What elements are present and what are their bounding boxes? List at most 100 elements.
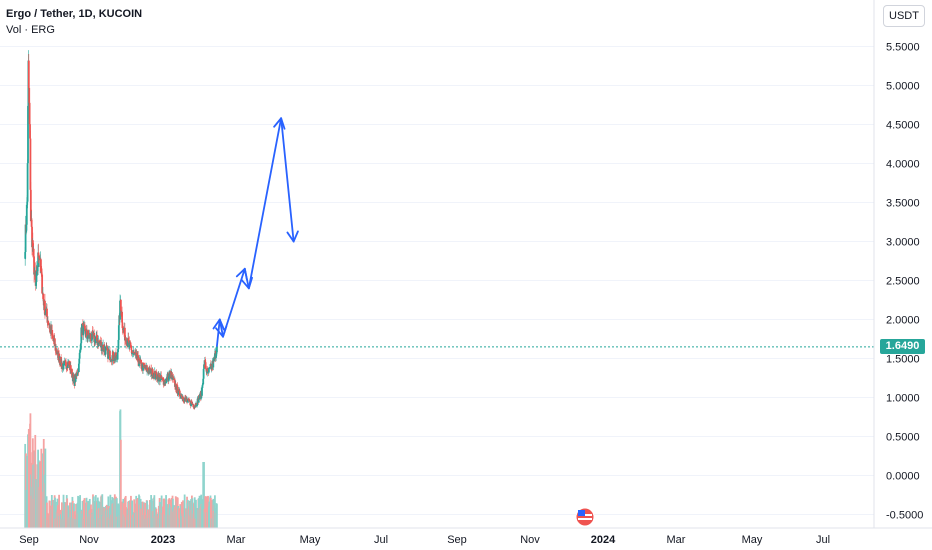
candle-body: [109, 350, 111, 361]
candle-body: [159, 380, 161, 382]
candle-body: [76, 374, 79, 376]
y-tick-label: 1.0000: [886, 393, 920, 405]
candle-body: [168, 372, 171, 377]
candle-body: [176, 385, 179, 394]
candle-body: [213, 357, 216, 361]
candle-body: [215, 353, 218, 358]
candle-body: [129, 342, 132, 346]
arrow-head: [235, 267, 246, 278]
candle-body: [194, 406, 197, 408]
candle-body: [26, 163, 29, 202]
candle-body: [124, 337, 127, 340]
candle-body: [48, 325, 51, 328]
candle-body: [183, 397, 186, 402]
candle-body: [62, 361, 65, 370]
candle-body: [160, 379, 163, 380]
candle-body: [26, 201, 29, 205]
candle-body: [42, 293, 45, 300]
x-tick-label: Nov: [79, 534, 99, 546]
candle-body: [140, 359, 142, 363]
candle-body: [155, 371, 158, 375]
volume-label[interactable]: Vol · ERG: [6, 24, 55, 36]
candle-body: [191, 403, 194, 405]
projection-drawing[interactable]: [212, 117, 299, 347]
volume-bar: [58, 494, 60, 528]
projection-segment[interactable]: [222, 267, 246, 338]
projection-segment[interactable]: [243, 267, 250, 290]
arrow-head: [212, 318, 221, 330]
candle-body: [38, 256, 41, 258]
x-tick-label: 2023: [151, 534, 175, 546]
candle-body: [79, 349, 82, 351]
candle-body: [52, 335, 54, 339]
candle-body: [136, 354, 139, 356]
candle-body: [209, 366, 211, 368]
candle-body: [51, 334, 54, 336]
candle-body: [77, 363, 80, 373]
candle-body: [68, 361, 71, 366]
candle-body: [142, 363, 144, 371]
candle-body: [121, 328, 124, 330]
candle-body: [146, 367, 149, 371]
candle-body: [154, 377, 157, 379]
volume-bar: [183, 494, 186, 528]
candle-body: [40, 270, 43, 273]
volume-bar: [44, 448, 47, 528]
x-axis[interactable]: Sep Nov 2023 Mar May Jul Sep Nov 2024 Mar May Jul: [19, 534, 830, 546]
candle-body: [112, 351, 115, 360]
candle-body: [37, 252, 39, 268]
candle-body: [27, 60, 30, 88]
candle-body: [121, 322, 124, 329]
candle-body: [37, 252, 40, 258]
candle-body: [98, 340, 100, 343]
candle-body: [36, 267, 39, 272]
y-tick-label: 3.5000: [886, 198, 920, 210]
candle-body: [114, 358, 117, 361]
candle-body: [202, 368, 205, 379]
candle-body: [105, 347, 107, 349]
y-tick-label: 3.0000: [886, 237, 920, 249]
candle-body: [51, 330, 54, 335]
currency-button[interactable]: USDT: [883, 5, 925, 27]
x-tick-label: Mar: [667, 534, 686, 546]
candle-body: [94, 338, 97, 340]
current-price-tag: 1.6490: [880, 339, 925, 354]
candle-body: [30, 219, 33, 227]
candle-body: [31, 226, 33, 248]
projection-segment[interactable]: [216, 318, 221, 347]
candle-body: [82, 324, 85, 336]
us-flag-icon[interactable]: [575, 507, 595, 527]
candle-body: [120, 310, 123, 314]
y-tick-label: 2.5000: [886, 276, 920, 288]
candle-body: [167, 374, 170, 381]
x-tick-label: Jul: [374, 534, 388, 546]
candle-body: [201, 385, 204, 389]
candle-body: [78, 358, 81, 364]
candle-body: [136, 359, 138, 360]
volume-bars: [24, 409, 218, 528]
candle-body: [119, 299, 122, 311]
projection-segment[interactable]: [247, 117, 283, 290]
candle-body: [53, 338, 56, 347]
y-axis[interactable]: 5.5000 5.0000 4.5000 4.0000 3.5000 3.0000 2.50…: [886, 42, 923, 522]
candle-body: [76, 373, 79, 375]
candle-body: [138, 363, 140, 366]
volume-bar: [203, 462, 205, 528]
y-tick-label: 4.5000: [886, 120, 920, 132]
candle-body: [40, 272, 43, 275]
candle-body: [184, 397, 187, 399]
candle-body: [31, 240, 34, 252]
x-tick-label: Sep: [19, 534, 39, 546]
candle-body: [126, 345, 129, 346]
volume-bar: [115, 498, 118, 528]
candle-body: [90, 333, 92, 338]
candle-body: [131, 352, 134, 354]
candle-body: [157, 374, 160, 377]
projection-segment[interactable]: [280, 117, 295, 243]
candle-body: [54, 343, 57, 351]
candle-body: [105, 346, 108, 348]
projection-segment[interactable]: [218, 318, 224, 338]
candle-body: [127, 337, 130, 341]
symbol-title[interactable]: Ergo / Tether, 1D, KUCOIN: [6, 8, 143, 20]
